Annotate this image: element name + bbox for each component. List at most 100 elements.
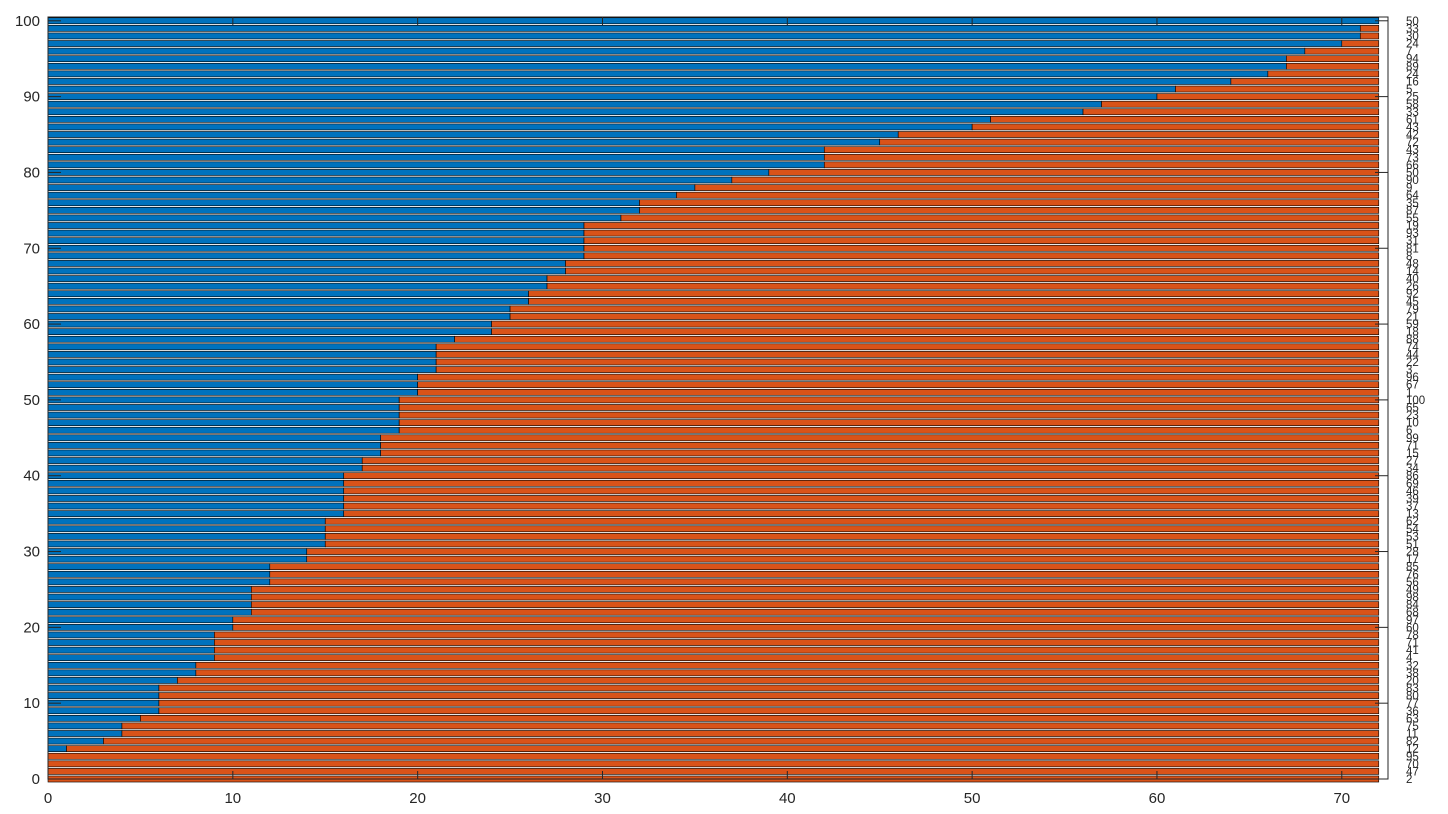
row-label: 27: [1406, 456, 1419, 468]
row-label: 10: [1406, 418, 1419, 430]
bar-second-segment: [1101, 100, 1380, 108]
y-tick-label: 10: [23, 695, 40, 712]
bar-first-segment: [47, 624, 234, 631]
bar-second-segment: [195, 669, 1380, 677]
bar-second-segment: [546, 275, 1380, 282]
bar-first-segment: [47, 586, 252, 593]
bar-first-segment: [47, 502, 345, 510]
bar-second-segment: [823, 161, 1380, 169]
y-tick-label: 20: [23, 619, 40, 636]
y-tick-label: 50: [23, 392, 40, 409]
bar-first-segment: [47, 426, 400, 434]
bar-first-segment: [47, 616, 234, 624]
bar-second-segment: [435, 366, 1380, 373]
bar-second-segment: [269, 578, 1380, 586]
bar-second-segment: [251, 586, 1380, 593]
bar-second-segment: [343, 502, 1380, 510]
bar-second-segment: [1341, 40, 1380, 47]
bar-second-segment: [158, 699, 1380, 707]
bar-first-segment: [47, 684, 160, 692]
bar-second-segment: [583, 252, 1380, 260]
row-label: 54: [1406, 524, 1419, 536]
bar-second-segment: [509, 313, 1380, 320]
bar-second-segment: [158, 692, 1380, 699]
row-label: 74: [1406, 342, 1419, 354]
bar-second-segment: [565, 260, 1380, 267]
bar-first-segment: [47, 411, 400, 419]
row-label: 5: [1406, 84, 1412, 96]
row-label: 56: [1406, 577, 1419, 589]
row-label: 75: [1406, 721, 1419, 733]
bar-first-segment: [47, 381, 418, 389]
bar-second-segment: [417, 388, 1380, 396]
bar-first-segment: [47, 252, 585, 260]
bars-layer: [47, 17, 1380, 783]
bar-first-segment: [47, 487, 345, 495]
bar-first-segment: [47, 214, 622, 222]
bar-first-segment: [47, 320, 492, 328]
row-label: 87: [1406, 205, 1419, 217]
y-tick-label: 90: [23, 89, 40, 106]
row-labels: 2477095128211756336778083203832441717860…: [1406, 16, 1425, 786]
row-label: 99: [1406, 433, 1419, 445]
bar-first-segment: [47, 267, 566, 275]
bar-first-segment: [47, 358, 437, 366]
row-label: 86: [1406, 471, 1419, 483]
bar-first-segment: [47, 229, 585, 237]
bar-first-segment: [47, 601, 252, 608]
bar-second-segment: [47, 760, 1380, 768]
y-tick-label: 100: [15, 13, 40, 30]
row-label: 67: [1406, 380, 1419, 392]
bar-first-segment: [47, 715, 141, 722]
bar-second-segment: [1359, 32, 1380, 40]
bar-first-segment: [47, 639, 215, 646]
row-label: 80: [1406, 691, 1419, 703]
bar-second-segment: [269, 563, 1380, 571]
bar-second-segment: [1230, 78, 1380, 85]
bar-second-segment: [269, 570, 1380, 578]
row-label: 1: [1406, 387, 1412, 399]
row-label: 16: [1406, 76, 1419, 88]
row-label: 65: [1406, 402, 1419, 414]
row-label: 49: [1406, 584, 1419, 596]
row-label: 30: [1406, 31, 1419, 43]
bar-second-segment: [232, 616, 1380, 624]
row-label: 89: [1406, 61, 1419, 73]
bar-first-segment: [47, 17, 1380, 25]
row-label: 93: [1406, 228, 1419, 240]
row-label: 28: [1406, 547, 1419, 559]
row-label: 12: [1406, 744, 1419, 756]
row-label: 94: [1406, 54, 1419, 66]
bar-second-segment: [583, 229, 1380, 237]
row-label: 14: [1406, 266, 1419, 278]
bar-first-segment: [47, 70, 1269, 78]
bar-second-segment: [380, 442, 1380, 449]
row-label: 72: [1406, 137, 1419, 149]
bar-second-segment: [639, 199, 1380, 207]
row-label: 37: [1406, 501, 1419, 513]
x-tick-label: 30: [594, 790, 611, 807]
bar-first-segment: [47, 85, 1176, 93]
bar-second-segment: [897, 131, 1380, 138]
row-label: 24: [1406, 69, 1419, 81]
row-label: 32: [1406, 660, 1419, 672]
bar-second-segment: [1304, 47, 1380, 55]
row-label: 31: [1406, 236, 1419, 248]
row-label: 76: [1406, 569, 1419, 581]
bar-first-segment: [47, 707, 160, 715]
bar-second-segment: [435, 343, 1380, 351]
bar-second-segment: [121, 730, 1380, 737]
bar-second-segment: [306, 555, 1380, 563]
row-label: 17: [1406, 554, 1419, 566]
bar-second-segment: [343, 479, 1380, 487]
row-label: 24: [1406, 39, 1419, 51]
row-label: 90: [1406, 175, 1419, 187]
bar-first-segment: [47, 207, 640, 214]
bar-first-segment: [47, 449, 381, 457]
bar-first-segment: [47, 722, 123, 730]
bar-first-segment: [47, 745, 67, 753]
bar-first-segment: [47, 692, 160, 699]
bar-first-segment: [47, 442, 381, 449]
row-label: 95: [1406, 751, 1419, 763]
